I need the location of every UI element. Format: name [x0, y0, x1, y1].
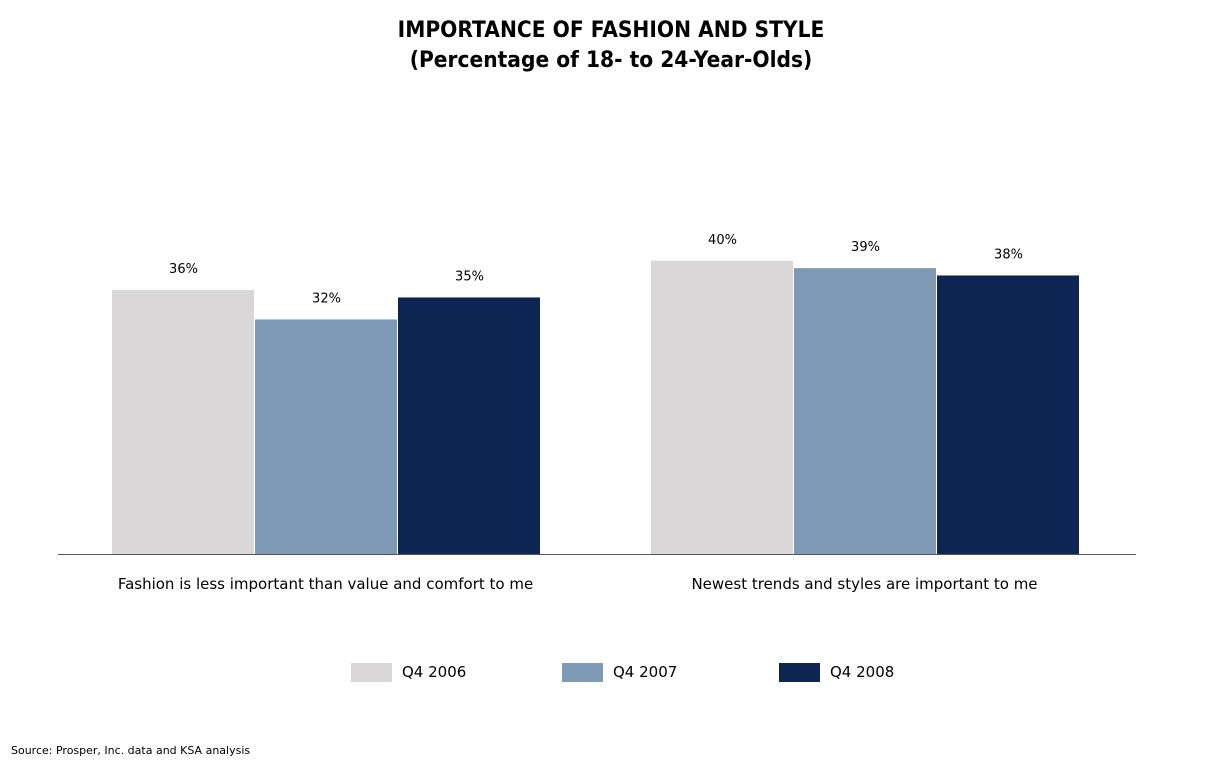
bar-q4-2008-cat-1: [398, 297, 540, 554]
category-label-1: Fashion is less important than value and…: [118, 575, 533, 593]
legend-label-q4-2006: Q4 2006: [402, 663, 467, 681]
data-label-q4-2008-cat-2: 38%: [994, 247, 1023, 262]
legend-swatch-q4-2006: [351, 662, 392, 682]
data-label-q4-2007-cat-2: 39%: [851, 240, 880, 255]
bar-chart: 36% 40% 32% 39% 35% 38% Fashion is less import…: [58, 233, 1136, 593]
legend-item-q4-2008: Q4 2008: [779, 662, 894, 682]
bar-q4-2006-cat-1: [112, 290, 254, 554]
data-label-q4-2006-cat-2: 40%: [708, 233, 737, 248]
legend-swatch-q4-2008: [779, 662, 820, 682]
data-label-q4-2008-cat-1: 35%: [455, 269, 484, 284]
bar-q4-2007-cat-2: [794, 268, 936, 554]
legend-swatch-q4-2007: [562, 662, 603, 682]
chart-subtitle: (Percentage of 18- to 24-Year-Olds): [409, 48, 813, 73]
data-label-q4-2007-cat-1: 32%: [312, 291, 341, 306]
legend-item-q4-2006: Q4 2006: [351, 662, 466, 682]
legend-item-q4-2007: Q4 2007: [562, 662, 677, 682]
source-note: Source: Prosper, Inc. data and KSA analy…: [11, 744, 251, 757]
bar-q4-2006-cat-2: [651, 260, 793, 554]
legend-label-q4-2008: Q4 2008: [830, 663, 895, 681]
bar-q4-2007-cat-1: [255, 319, 397, 554]
category-label-2: Newest trends and styles are important t…: [691, 575, 1037, 593]
data-label-q4-2006-cat-1: 36%: [169, 262, 198, 277]
bar-q4-2008-cat-2: [937, 275, 1079, 554]
legend-label-q4-2007: Q4 2007: [613, 663, 678, 681]
chart-title: IMPORTANCE OF FASHION AND STYLE: [397, 18, 825, 43]
